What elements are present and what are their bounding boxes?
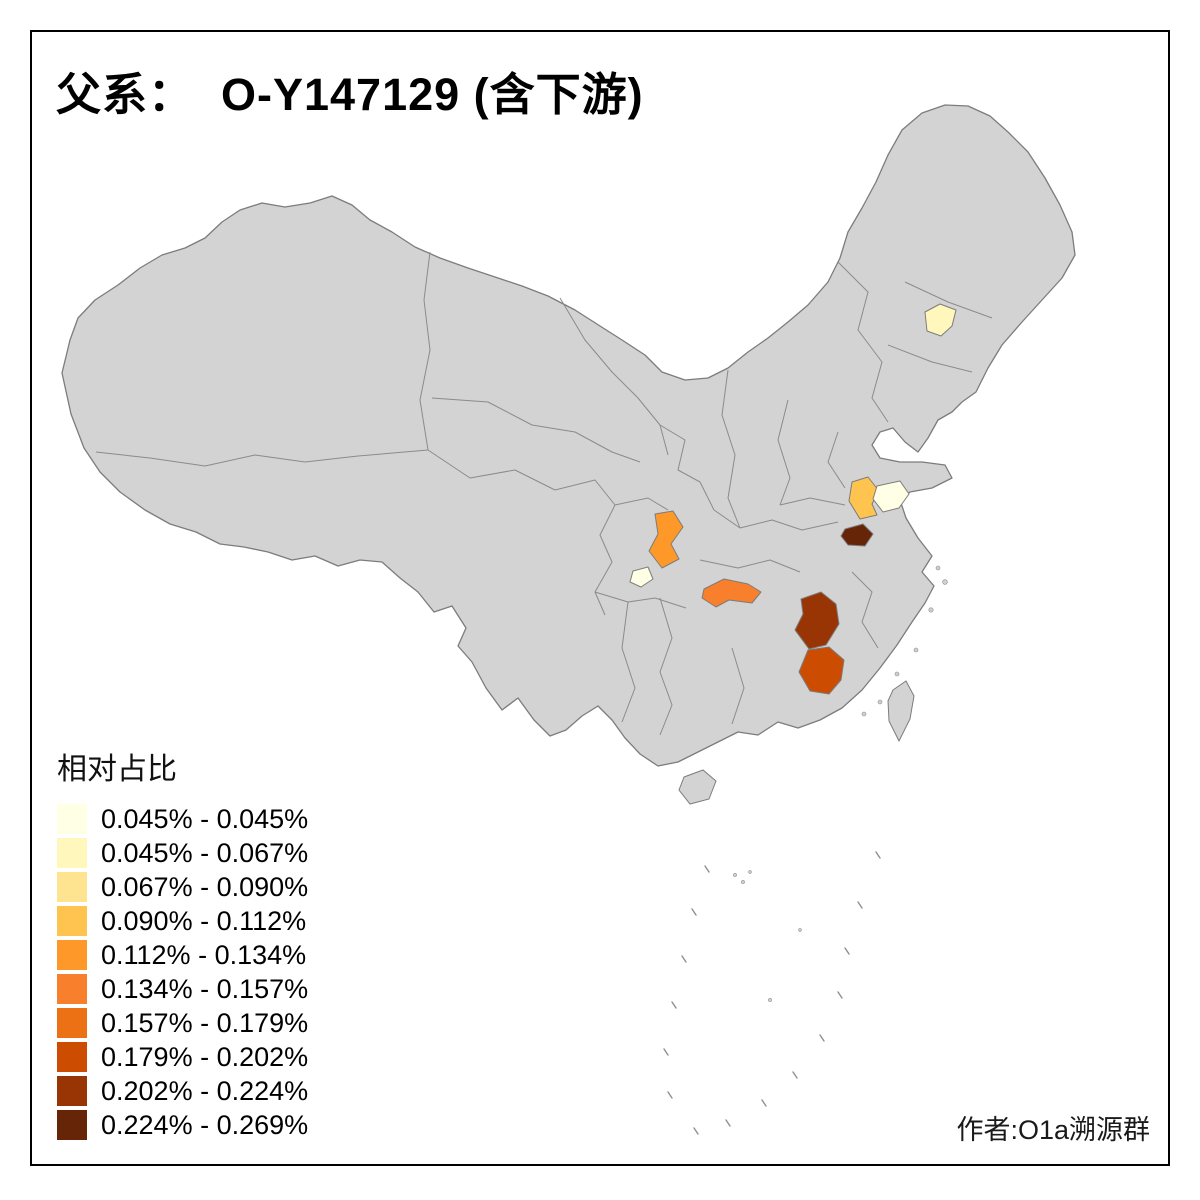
highlight-region-northeast [924,303,957,337]
legend-swatch [57,1008,87,1038]
legend-swatch [57,804,87,834]
legend-label: 0.090% - 0.112% [101,906,307,936]
legend-label: 0.134% - 0.157% [101,974,309,1004]
legend-row: 0.202% - 0.224% [57,1076,308,1106]
south-china-sea-dashes [663,851,881,1135]
legend-swatch [57,1110,87,1140]
page-title: 父系： O-Y147129 (含下游) [56,69,644,120]
legend-row: 0.045% - 0.067% [57,838,308,868]
highlight-region-east-c [840,523,874,547]
legend: 相对占比 0.045% - 0.045% 0.045% - 0.067% 0.0… [57,744,308,1144]
south-china-sea-islets [733,870,802,1002]
legend-row: 0.090% - 0.112% [57,906,308,936]
legend-label: 0.045% - 0.045% [101,804,309,834]
province-borders [95,251,993,736]
legend-label: 0.067% - 0.090% [101,872,309,902]
legend-label: 0.224% - 0.269% [101,1110,309,1140]
highlight-region-southeast-a [794,591,840,650]
highlight-region-central-west-small [629,566,654,588]
legend-row: 0.134% - 0.157% [57,974,308,1004]
legend-label: 0.179% - 0.202% [101,1042,309,1072]
legend-swatch [57,906,87,936]
coastal-islets [861,565,948,717]
legend-title: 相对占比 [57,753,177,786]
legend-row: 0.179% - 0.202% [57,1042,308,1072]
mainland-outline [61,104,1076,767]
hainan-island [678,769,717,805]
legend-swatch [57,1042,87,1072]
legend-row: 0.157% - 0.179% [57,1008,308,1038]
taiwan-island [887,680,915,743]
legend-row: 0.067% - 0.090% [57,872,308,902]
legend-row: 0.045% - 0.045% [57,804,308,834]
legend-row: 0.224% - 0.269% [57,1110,308,1140]
author-credit: 作者:O1a溯源群 [956,1115,1150,1145]
legend-swatch [57,940,87,970]
highlight-regions [629,303,957,695]
legend-swatch [57,872,87,902]
highlight-region-southeast-b [798,646,845,695]
legend-label: 0.202% - 0.224% [101,1076,309,1106]
legend-label: 0.045% - 0.067% [101,838,309,868]
legend-swatch [57,838,87,868]
legend-swatch [57,974,87,1004]
legend-label: 0.112% - 0.134% [101,940,307,970]
legend-swatch [57,1076,87,1106]
highlight-region-east-a [848,476,880,520]
highlight-region-central-west [648,510,684,569]
islands [678,565,948,805]
legend-label: 0.157% - 0.179% [101,1008,309,1038]
highlight-region-central [701,578,762,608]
highlight-region-east-b [872,480,910,513]
legend-row: 0.112% - 0.134% [57,940,308,970]
